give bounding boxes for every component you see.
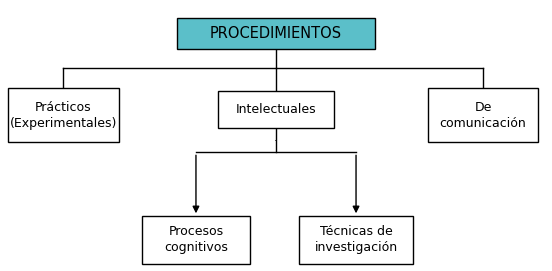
Text: De
comunicación: De comunicación [439,101,527,130]
FancyBboxPatch shape [428,88,538,142]
FancyBboxPatch shape [299,216,412,263]
FancyBboxPatch shape [218,92,334,128]
FancyBboxPatch shape [8,88,119,142]
Text: Procesos
cognitivos: Procesos cognitivos [164,225,228,254]
FancyBboxPatch shape [177,18,375,50]
Text: PROCEDIMIENTOS: PROCEDIMIENTOS [210,26,342,41]
Text: .: . [274,133,278,143]
Text: Intelectuales: Intelectuales [236,103,316,116]
FancyBboxPatch shape [142,216,250,263]
Text: Técnicas de
investigación: Técnicas de investigación [315,225,397,254]
Text: Prácticos
(Experimentales): Prácticos (Experimentales) [10,101,117,130]
